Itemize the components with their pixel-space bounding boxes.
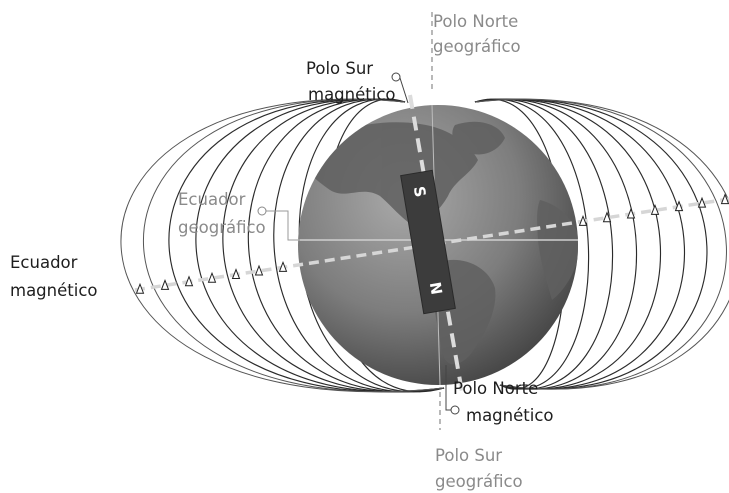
magnetic-axis-line — [408, 94, 464, 393]
label-mag-north-line2: magnético — [466, 406, 554, 425]
field-line-right — [474, 98, 729, 390]
continent-greenland — [452, 121, 505, 155]
label-mag-equator-line2: magnético — [10, 281, 98, 300]
label-mag-south-line2: magnético — [308, 85, 396, 104]
field-arrow-marker — [207, 271, 217, 283]
field-arrow-marker — [674, 200, 684, 212]
field-line-right — [474, 98, 637, 390]
field-line-left — [222, 98, 445, 393]
leader-mag-north-dot — [450, 405, 460, 415]
magnet-south-letter: S — [410, 185, 430, 199]
label-geo-equator-line1: Ecuador — [178, 190, 246, 209]
label-mag-equator-line1: Ecuador — [10, 253, 78, 272]
field-arrow-marker — [626, 207, 636, 219]
field-arrow-marker — [650, 203, 660, 215]
field-line-left — [120, 98, 445, 393]
leader-mag-south-dot — [391, 72, 401, 82]
field-arrow-marker — [254, 264, 264, 276]
leader-mag-south — [396, 77, 409, 104]
magnet-north-letter: N — [426, 281, 446, 296]
field-arrow-marker — [184, 275, 194, 287]
field-line-right — [474, 98, 727, 390]
field-line-left — [273, 98, 445, 393]
field-arrow-marker — [231, 268, 241, 280]
label-geo-north-line1: Polo Norte — [433, 12, 518, 31]
field-line-right — [474, 98, 685, 390]
field-line-right — [474, 98, 614, 390]
field-arrow-marker — [278, 260, 288, 272]
field-arrow-marker — [135, 282, 145, 294]
field-line-left — [195, 98, 445, 393]
leader-geo-equator-dot — [257, 206, 267, 216]
field-line-right — [474, 98, 708, 390]
field-arrow-marker — [160, 279, 170, 290]
field-line-left — [168, 98, 445, 393]
field-line-right — [474, 98, 590, 390]
leader-mag-north — [445, 365, 452, 411]
field-arrow-marker — [602, 211, 612, 223]
label-geo-south-line2: geográfico — [435, 472, 523, 491]
label-geo-north-line2: geográfico — [433, 37, 521, 56]
label-mag-south-line1: Polo Sur — [306, 59, 373, 78]
field-line-left — [143, 98, 445, 393]
field-arrow-marker — [697, 196, 707, 208]
field-line-left — [247, 98, 445, 393]
leader-geo-equator — [262, 210, 300, 241]
magnetic-field-lines — [120, 98, 729, 393]
field-arrow-marker — [720, 193, 729, 205]
label-geo-equator-line2: geográfico — [178, 218, 266, 237]
field-direction-arrows — [135, 193, 729, 294]
label-mag-north-line1: Polo Norte — [453, 379, 538, 398]
bar-magnet: S N — [400, 169, 456, 315]
label-geo-south-line1: Polo Sur — [435, 446, 502, 465]
field-line-right — [474, 98, 662, 390]
field-arrow-marker — [578, 214, 588, 226]
